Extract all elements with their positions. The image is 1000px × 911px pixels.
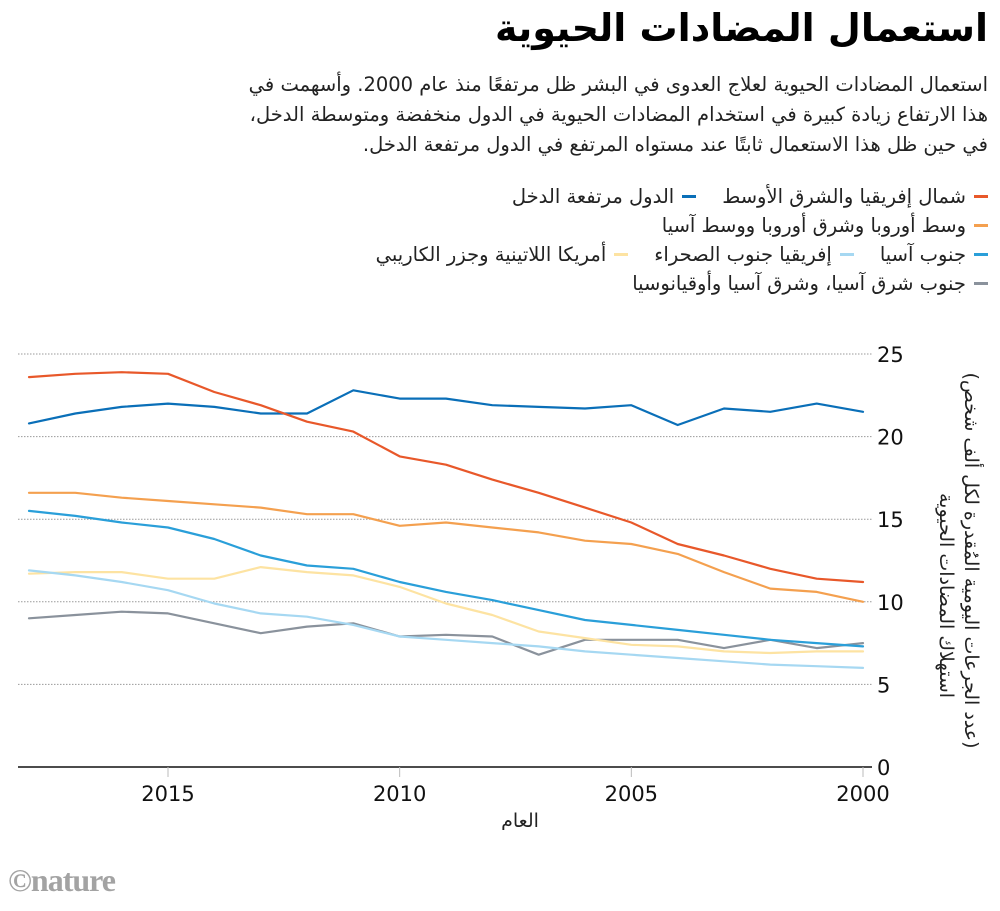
legend-item: جنوب آسيا [880, 240, 988, 269]
legend-row: شمال إفريقيا والشرق الأوسط الدول مرتفعة ا… [350, 182, 988, 211]
legend-label: شمال إفريقيا والشرق الأوسط [722, 185, 966, 208]
legend-item: الدول مرتفعة الدخل [511, 182, 697, 211]
series-line [27, 569, 865, 669]
legend-label: وسط أوروبا وشرق أوروبا ووسط آسيا [661, 214, 966, 237]
series-line [27, 509, 865, 648]
series-line [27, 371, 865, 584]
legend-swatch-icon [974, 195, 988, 198]
legend-swatch-icon [839, 253, 854, 256]
y-axis: 0 5 10 15 20 25 [877, 343, 904, 780]
y-axis-label-line1: استهلاك المضادات الحيوية [935, 493, 957, 698]
subtitle-line: استعمال المضادات الحيوية لعلاج العدوى في… [248, 73, 988, 96]
line-chart: 2000 2005 2010 2015 0 5 10 15 20 25 العام استهلا… [18, 343, 984, 830]
subtitle-line: هذا الارتفاع زيادة كبيرة في استخدام المض… [249, 103, 988, 126]
x-axis-label: العام [501, 810, 539, 830]
legend-label: إفريقيا جنوب الصحراء [654, 243, 832, 266]
legend-label: الدول مرتفعة الدخل [511, 185, 675, 208]
x-tick-label: 2005 [605, 782, 658, 806]
legend-item: جنوب شرق آسيا، وشرق آسيا وأوقيانوسيا [632, 269, 988, 298]
y-tick-label: 0 [877, 756, 890, 780]
x-axis: 2000 2005 2010 2015 [141, 767, 890, 806]
x-tick-label: 2010 [373, 782, 426, 806]
x-tick-label: 2000 [836, 782, 889, 806]
series-line [27, 610, 865, 656]
legend-label: أمريكا اللاتينية وجزر الكاريبي [375, 243, 607, 266]
chart-legend: شمال إفريقيا والشرق الأوسط الدول مرتفعة ا… [350, 182, 988, 298]
chart-title: استعمال المضادات الحيوية [494, 6, 988, 50]
legend-swatch-icon [974, 253, 988, 256]
x-tick-label: 2015 [141, 782, 194, 806]
y-tick-label: 5 [877, 673, 890, 697]
legend-item: شمال إفريقيا والشرق الأوسط [722, 182, 988, 211]
series-line [27, 566, 865, 655]
legend-row: جنوب شرق آسيا، وشرق آسيا وأوقيانوسيا [350, 269, 988, 298]
y-tick-label: 20 [877, 426, 904, 450]
chart-subtitle: استعمال المضادات الحيوية لعلاج العدوى في… [8, 70, 988, 160]
series-line [27, 491, 865, 603]
legend-label: جنوب شرق آسيا، وشرق آسيا وأوقيانوسيا [632, 272, 966, 295]
subtitle-line: في حين ظل هذا الاستعمال ثابتًا عند مستوا… [362, 133, 988, 156]
series-line [27, 389, 865, 427]
y-tick-label: 25 [877, 343, 904, 367]
nature-logo: ©nature [8, 862, 116, 898]
legend-swatch-icon [974, 282, 988, 285]
legend-swatch-icon [974, 224, 988, 227]
gridlines [18, 353, 872, 768]
legend-swatch-icon [614, 253, 629, 256]
legend-item: أمريكا اللاتينية وجزر الكاريبي [376, 240, 629, 269]
series-lines [27, 371, 865, 669]
legend-row: وسط أوروبا وشرق أوروبا ووسط آسيا [350, 211, 988, 240]
legend-item: وسط أوروبا وشرق أوروبا ووسط آسيا [662, 211, 988, 240]
y-tick-label: 15 [877, 508, 904, 532]
legend-swatch-icon [682, 195, 697, 198]
y-axis-label-line2: (عدد الجرعات اليومية المُقدرة لكل ألف شخ… [960, 372, 984, 748]
legend-row: جنوب آسيا إفريقيا جنوب الصحراء أمريكا اللا… [350, 240, 988, 269]
y-tick-label: 10 [877, 591, 904, 615]
legend-item: إفريقيا جنوب الصحراء [654, 240, 854, 269]
legend-label: جنوب آسيا [879, 243, 966, 266]
